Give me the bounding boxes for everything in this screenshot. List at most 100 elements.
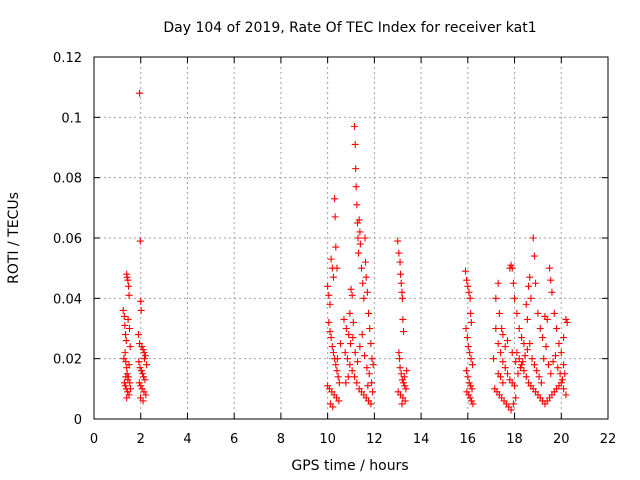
data-point [512, 394, 520, 402]
data-point [126, 325, 134, 332]
data-point [464, 373, 472, 381]
data-point [527, 294, 535, 302]
data-point [465, 288, 473, 296]
x-axis-tick-labels: 0 2 4 6 8 10 12 14 16 18 20 22 [90, 432, 616, 447]
data-point [349, 318, 357, 326]
data-point [138, 343, 146, 351]
data-point [522, 300, 530, 308]
data-point [125, 361, 133, 369]
data-point [354, 234, 362, 242]
data-point [122, 373, 130, 381]
data-point [124, 315, 132, 323]
data-point [535, 373, 543, 381]
x-tick-label: 2 [137, 432, 145, 447]
data-point [465, 391, 473, 399]
data-point [351, 349, 359, 357]
data-point [518, 361, 526, 369]
grid-lines [94, 57, 608, 419]
data-point [492, 325, 500, 332]
data-point [495, 309, 503, 317]
data-point [332, 361, 340, 369]
data-point [396, 258, 404, 266]
data-point [124, 276, 132, 284]
data-point [468, 385, 476, 393]
data-point [360, 294, 368, 302]
data-point [463, 334, 471, 342]
x-tick-label: 10 [319, 432, 336, 447]
data-point [400, 328, 408, 336]
data-point [333, 264, 341, 272]
data-point [332, 243, 340, 251]
data-point [526, 273, 534, 281]
data-point [563, 318, 571, 326]
data-point [494, 279, 502, 287]
data-point [548, 288, 556, 296]
data-point [325, 291, 333, 299]
data-point [532, 279, 540, 287]
data-point [351, 140, 359, 148]
data-point [397, 279, 405, 287]
data-point [461, 267, 469, 275]
data-point [562, 391, 570, 399]
data-point [122, 337, 130, 345]
data-point [363, 288, 371, 296]
data-point [515, 325, 523, 332]
data-point [347, 340, 355, 348]
data-point [547, 276, 555, 284]
data-point [358, 264, 366, 272]
data-point [331, 195, 339, 203]
data-point [397, 370, 405, 378]
data-point [463, 388, 471, 396]
data-point [514, 370, 522, 378]
data-point [347, 285, 355, 293]
data-point [120, 312, 128, 320]
data-point [333, 355, 341, 363]
data-point [137, 306, 145, 314]
data-point [540, 355, 548, 363]
data-point [329, 403, 337, 411]
data-point [328, 343, 336, 351]
data-point [466, 349, 474, 357]
data-point [348, 291, 356, 299]
data-point [509, 400, 517, 408]
data-point [365, 309, 373, 317]
x-tick-label: 20 [553, 432, 570, 447]
data-point [125, 291, 133, 299]
data-point [507, 261, 515, 269]
data-point [325, 318, 333, 326]
data-point [397, 270, 405, 278]
data-point [135, 379, 143, 387]
data-point [395, 349, 403, 357]
y-tick-label: 0.02 [53, 353, 82, 368]
data-point [526, 340, 534, 348]
data-point [515, 355, 523, 363]
y-tick-label: 0.1 [61, 111, 82, 126]
data-point [399, 315, 407, 323]
data-point [509, 279, 517, 287]
data-point [504, 370, 512, 378]
data-point [119, 306, 127, 314]
data-point [401, 397, 409, 405]
data-point [542, 343, 550, 351]
data-point [549, 358, 557, 366]
data-point [361, 352, 369, 360]
data-point [560, 385, 568, 393]
data-point [369, 361, 377, 369]
data-point [528, 355, 536, 363]
data-point [126, 379, 134, 387]
data-point [396, 355, 404, 363]
data-point [342, 379, 350, 387]
data-point [562, 315, 570, 323]
data-point [138, 385, 146, 393]
data-point [368, 355, 376, 363]
data-point [467, 309, 475, 317]
data-point [349, 334, 357, 342]
data-point [396, 364, 404, 372]
data-point [137, 297, 145, 305]
data-point [141, 352, 149, 360]
data-point [367, 400, 375, 408]
x-tick-label: 16 [460, 432, 477, 447]
data-point [331, 213, 339, 221]
data-point [123, 394, 131, 402]
